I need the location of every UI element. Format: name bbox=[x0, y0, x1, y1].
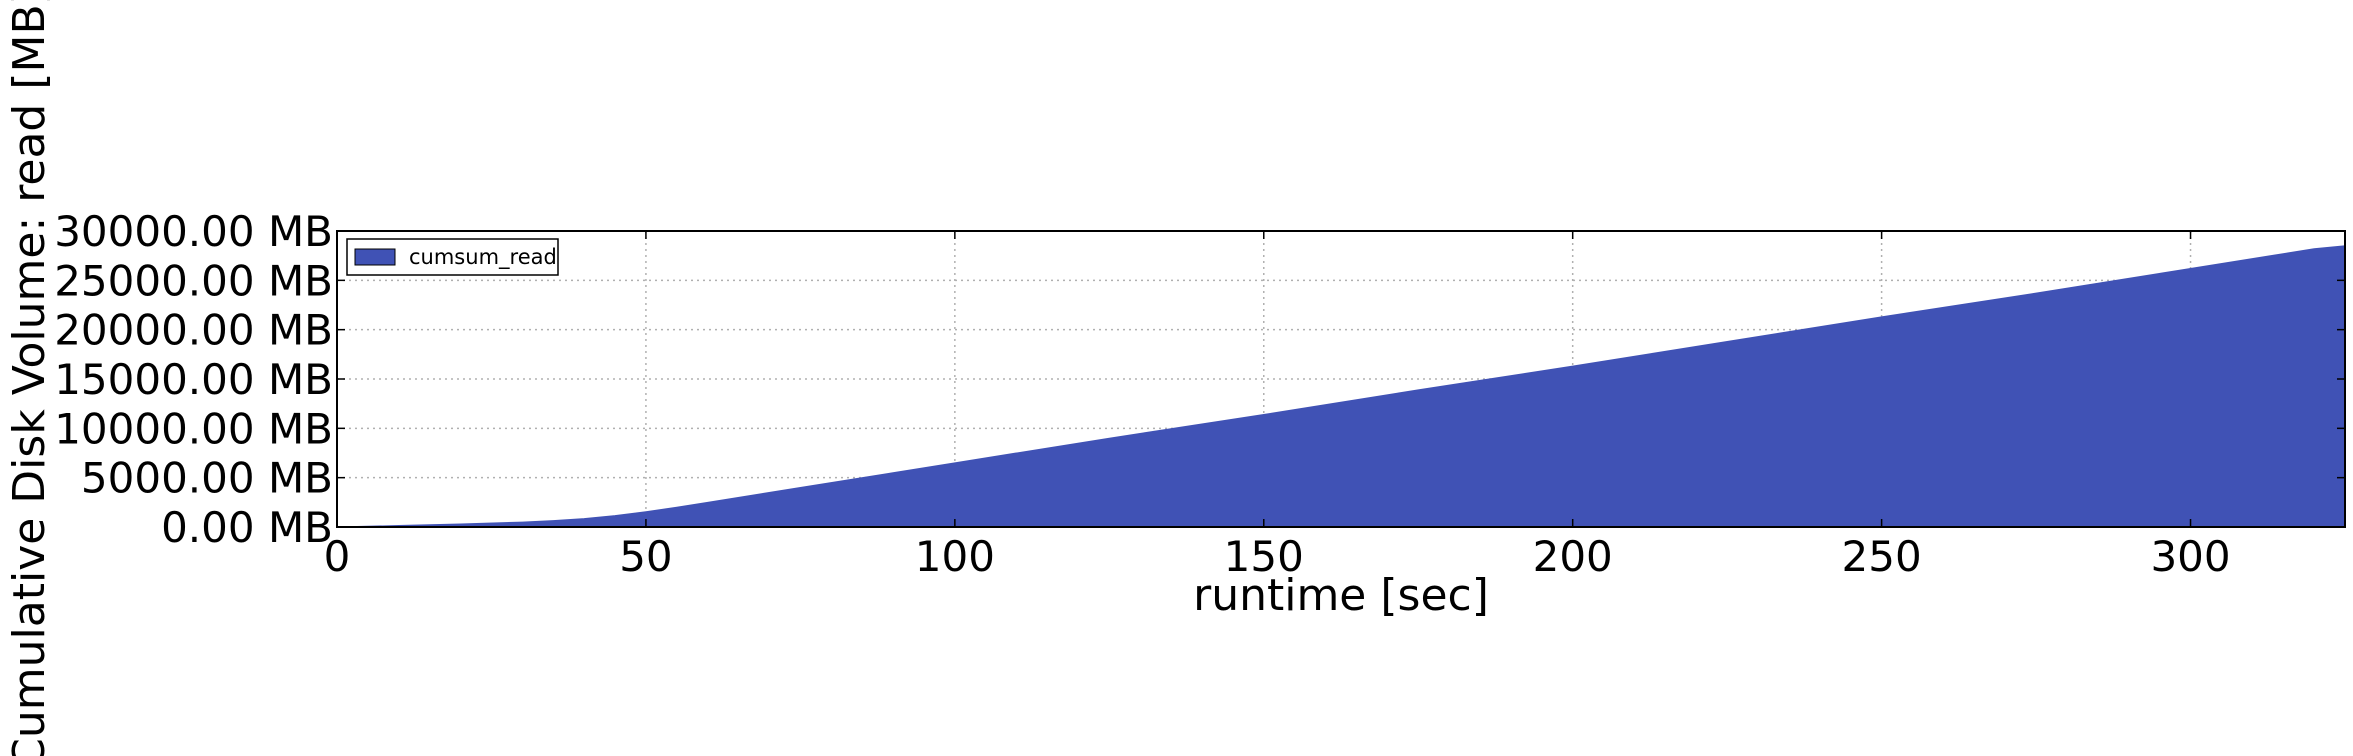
y-tick-label: 10000.00 MB bbox=[54, 404, 333, 453]
x-axis: 0 50 100 150 200 250 300 bbox=[324, 231, 2231, 581]
y-tick-label: 0.00 MB bbox=[161, 503, 333, 552]
x-tick-label: 100 bbox=[915, 532, 995, 581]
y-tick-label: 20000.00 MB bbox=[54, 306, 333, 355]
x-tick-label: 300 bbox=[2150, 532, 2230, 581]
area-cumsum-read bbox=[336, 245, 2346, 528]
x-axis-title: runtime [sec] bbox=[1193, 570, 1489, 621]
x-tick-label: 0 bbox=[324, 532, 351, 581]
y-tick-label: 30000.00 MB bbox=[54, 207, 333, 256]
legend: cumsum_read bbox=[346, 238, 559, 276]
x-tick-label: 200 bbox=[1533, 532, 1613, 581]
x-tick-label: 150 bbox=[1224, 532, 1304, 581]
legend-swatch-cumsum-read bbox=[354, 248, 396, 266]
x-tick-label: 50 bbox=[619, 532, 672, 581]
legend-label-cumsum-read: cumsum_read bbox=[409, 245, 557, 270]
y-tick-label: 25000.00 MB bbox=[54, 256, 333, 305]
x-tick-label: 250 bbox=[1842, 532, 1922, 581]
area-series bbox=[336, 245, 2346, 528]
y-tick-label: 15000.00 MB bbox=[54, 355, 333, 404]
y-axis-title: Cumulative Disk Volume: read [MB] bbox=[4, 0, 55, 756]
y-tick-label: 5000.00 MB bbox=[81, 454, 333, 503]
